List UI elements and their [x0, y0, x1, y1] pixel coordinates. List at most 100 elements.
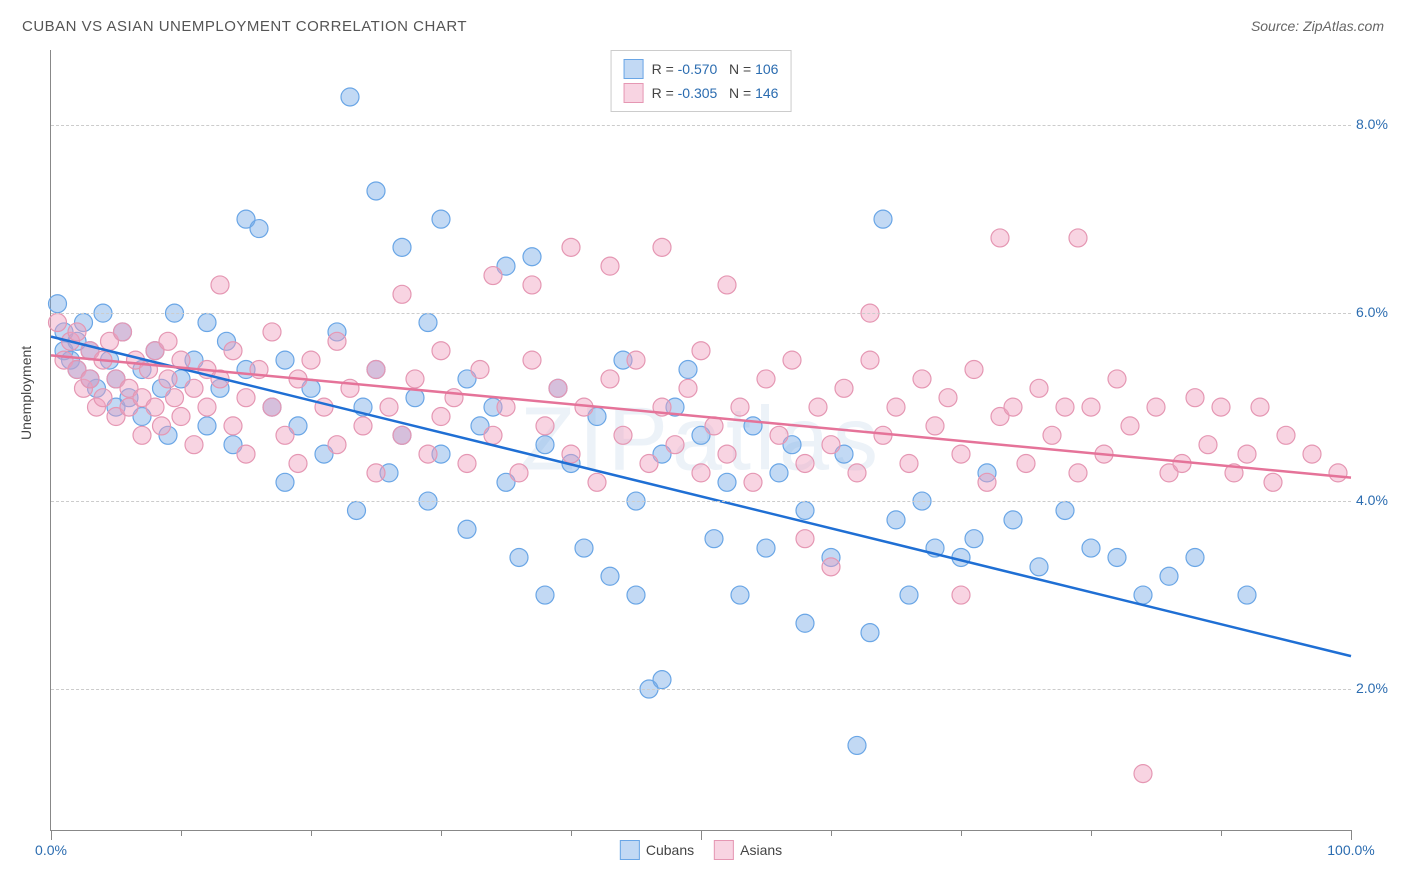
data-point [523, 351, 541, 369]
legend-bottom: Cubans Asians [620, 840, 782, 860]
x-tick-minor [1091, 830, 1092, 836]
plot-area: ZIPatlas R = -0.570 N = 106R = -0.305 N … [50, 50, 1351, 831]
data-point [601, 257, 619, 275]
data-point [49, 314, 67, 332]
trend-line [51, 337, 1351, 657]
data-point [809, 398, 827, 416]
data-point [1186, 548, 1204, 566]
data-point [289, 454, 307, 472]
data-point [887, 511, 905, 529]
data-point [114, 323, 132, 341]
data-point [718, 276, 736, 294]
data-point [1238, 586, 1256, 604]
data-point [211, 276, 229, 294]
data-point [900, 586, 918, 604]
x-tick-minor [1221, 830, 1222, 836]
data-point [393, 426, 411, 444]
y-tick-label: 8.0% [1356, 116, 1401, 132]
data-point [276, 351, 294, 369]
data-point [432, 342, 450, 360]
data-point [1160, 567, 1178, 585]
legend-stat-text: R = -0.570 N = 106 [652, 61, 779, 77]
data-point [315, 398, 333, 416]
x-tick-minor [441, 830, 442, 836]
data-point [198, 417, 216, 435]
data-point [1082, 398, 1100, 416]
data-point [367, 361, 385, 379]
data-point [1134, 765, 1152, 783]
data-point [705, 417, 723, 435]
data-point [484, 267, 502, 285]
data-point [1056, 398, 1074, 416]
data-point [861, 351, 879, 369]
data-point [562, 445, 580, 463]
data-point [952, 445, 970, 463]
data-point [419, 314, 437, 332]
data-point [419, 445, 437, 463]
y-axis-label: Unemployment [18, 346, 34, 440]
data-point [1017, 454, 1035, 472]
data-point [549, 379, 567, 397]
data-point [757, 539, 775, 557]
data-point [783, 351, 801, 369]
data-point [1329, 464, 1347, 482]
data-point [159, 370, 177, 388]
data-point [1303, 445, 1321, 463]
data-point [965, 361, 983, 379]
legend-swatch [620, 840, 640, 860]
data-point [653, 238, 671, 256]
data-point [692, 342, 710, 360]
data-point [484, 426, 502, 444]
data-point [1121, 417, 1139, 435]
data-point [224, 342, 242, 360]
data-point [406, 370, 424, 388]
data-point [133, 426, 151, 444]
data-point [432, 408, 450, 426]
data-point [367, 464, 385, 482]
legend-series-label: Asians [740, 842, 782, 858]
data-point [861, 624, 879, 642]
data-point [991, 229, 1009, 247]
data-point [627, 351, 645, 369]
data-point [822, 558, 840, 576]
data-point [913, 370, 931, 388]
data-point [835, 379, 853, 397]
data-point [224, 417, 242, 435]
legend-top-row: R = -0.305 N = 146 [624, 81, 779, 105]
data-point [302, 351, 320, 369]
data-point [640, 454, 658, 472]
data-point [1186, 389, 1204, 407]
data-point [328, 436, 346, 454]
data-point [848, 464, 866, 482]
source-attribution: Source: ZipAtlas.com [1251, 18, 1384, 34]
data-point [731, 398, 749, 416]
data-point [367, 182, 385, 200]
data-point [172, 408, 190, 426]
data-point [536, 417, 554, 435]
data-point [510, 464, 528, 482]
x-tick-major [1351, 830, 1352, 840]
data-point [393, 238, 411, 256]
data-point [237, 445, 255, 463]
data-point [523, 248, 541, 266]
data-point [341, 88, 359, 106]
legend-series-label: Cubans [646, 842, 694, 858]
legend-stat-text: R = -0.305 N = 146 [652, 85, 779, 101]
y-tick-label: 6.0% [1356, 304, 1401, 320]
data-point [276, 473, 294, 491]
data-point [458, 454, 476, 472]
data-point [1251, 398, 1269, 416]
data-point [1108, 548, 1126, 566]
data-point [276, 426, 294, 444]
data-point [770, 464, 788, 482]
data-point [601, 567, 619, 585]
data-point [1004, 398, 1022, 416]
data-point [523, 276, 541, 294]
data-point [263, 323, 281, 341]
legend-bottom-item: Asians [714, 840, 782, 860]
data-point [153, 417, 171, 435]
legend-swatch [624, 83, 644, 103]
data-point [887, 398, 905, 416]
x-tick-minor [571, 830, 572, 836]
gridline [51, 313, 1351, 314]
